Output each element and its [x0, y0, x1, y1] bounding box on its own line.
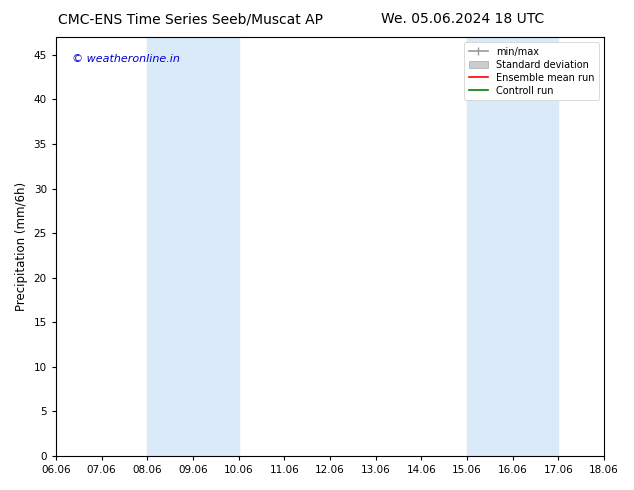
Legend: min/max, Standard deviation, Ensemble mean run, Controll run: min/max, Standard deviation, Ensemble me… — [464, 42, 599, 100]
Text: We. 05.06.2024 18 UTC: We. 05.06.2024 18 UTC — [381, 12, 545, 26]
Bar — [147, 37, 238, 456]
Bar — [467, 37, 559, 456]
Text: © weatheronline.in: © weatheronline.in — [72, 54, 180, 64]
Text: CMC-ENS Time Series Seeb/Muscat AP: CMC-ENS Time Series Seeb/Muscat AP — [58, 12, 323, 26]
Y-axis label: Precipitation (mm/6h): Precipitation (mm/6h) — [15, 182, 28, 311]
